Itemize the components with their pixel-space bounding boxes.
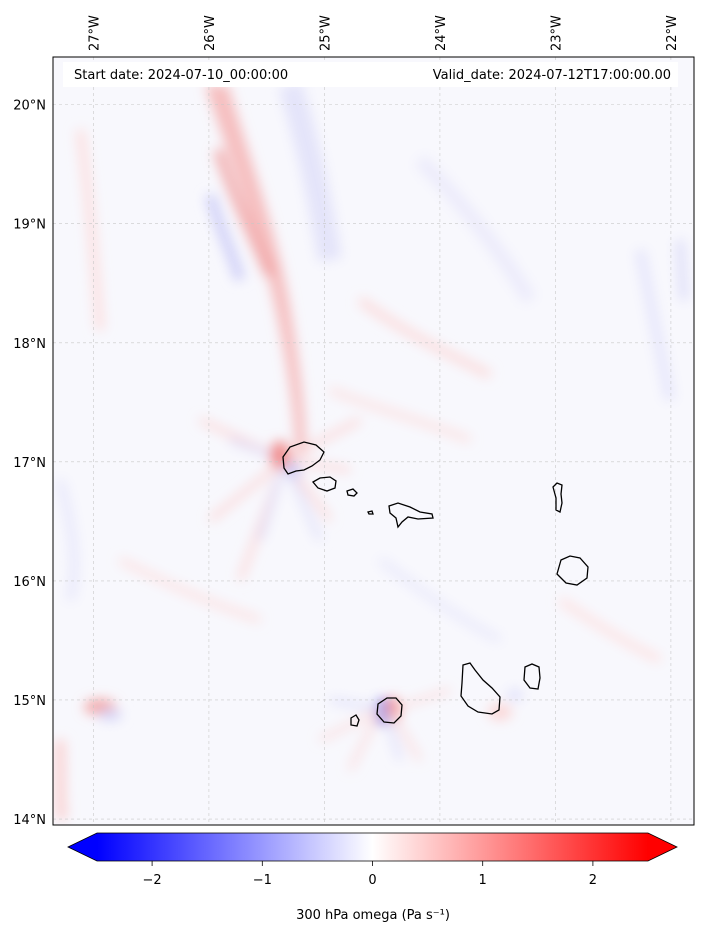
lat-tick-label: 19°N	[13, 218, 46, 233]
colorbar: −2 −1 0 1 2 300 hPa omega (Pa s⁻¹)	[67, 832, 678, 923]
valid-date-label: Valid_date: 2024-07-12T17:00:00.00	[433, 68, 671, 83]
lon-tick-label: 22°W	[665, 15, 680, 51]
coastlines	[282, 441, 589, 727]
start-date-label: Start date: 2024-07-10_00:00:00	[74, 68, 288, 83]
colorbar-tick-label: 0	[368, 873, 376, 888]
island-sao-nicolau	[388, 502, 434, 529]
lat-tick-label: 20°N	[13, 99, 46, 114]
colorbar-low-extend	[68, 833, 97, 861]
island-raso	[367, 510, 374, 515]
lon-tick-label: 24°W	[434, 15, 449, 51]
longitude-labels: 27°W 26°W 25°W 24°W 23°W 22°W	[87, 15, 679, 51]
lat-tick-label: 14°N	[13, 813, 46, 828]
island-sal	[552, 482, 563, 513]
lon-tick-label: 26°W	[203, 15, 218, 51]
map-background	[53, 57, 694, 825]
lat-tick-label: 16°N	[13, 575, 46, 590]
colorbar-gradient	[97, 833, 648, 861]
colorbar-tick-label: 2	[589, 873, 597, 888]
colorbar-ticks: −2 −1 0 1 2	[143, 861, 597, 888]
colorbar-tick-label: 1	[479, 873, 487, 888]
latitude-labels: 20°N 19°N 18°N 17°N 16°N 15°N 14°N	[13, 99, 46, 828]
island-sao-vicente	[312, 476, 337, 492]
colorbar-high-extend	[648, 833, 677, 861]
omega-field	[53, 57, 694, 825]
lat-tick-label: 17°N	[13, 456, 46, 471]
lon-tick-label: 23°W	[549, 15, 564, 51]
lat-tick-label: 15°N	[13, 694, 46, 709]
gridlines	[53, 57, 694, 825]
island-fogo	[376, 697, 403, 724]
map-frame	[52, 56, 695, 826]
lon-tick-label: 25°W	[318, 15, 333, 51]
island-boa-vista	[556, 555, 589, 586]
island-santiago	[460, 662, 501, 715]
colorbar-tick-label: −1	[253, 873, 272, 888]
lat-tick-label: 18°N	[13, 337, 46, 352]
island-santa-luzia	[346, 488, 358, 497]
island-brava	[350, 714, 360, 727]
header-box	[63, 62, 678, 87]
island-maio	[523, 663, 541, 690]
lon-tick-label: 27°W	[87, 15, 102, 51]
colorbar-tick-label: −2	[143, 873, 162, 888]
colorbar-label: 300 hPa omega (Pa s⁻¹)	[296, 908, 450, 923]
island-santo-antao	[282, 441, 325, 475]
colorbar-outline	[67, 832, 678, 862]
